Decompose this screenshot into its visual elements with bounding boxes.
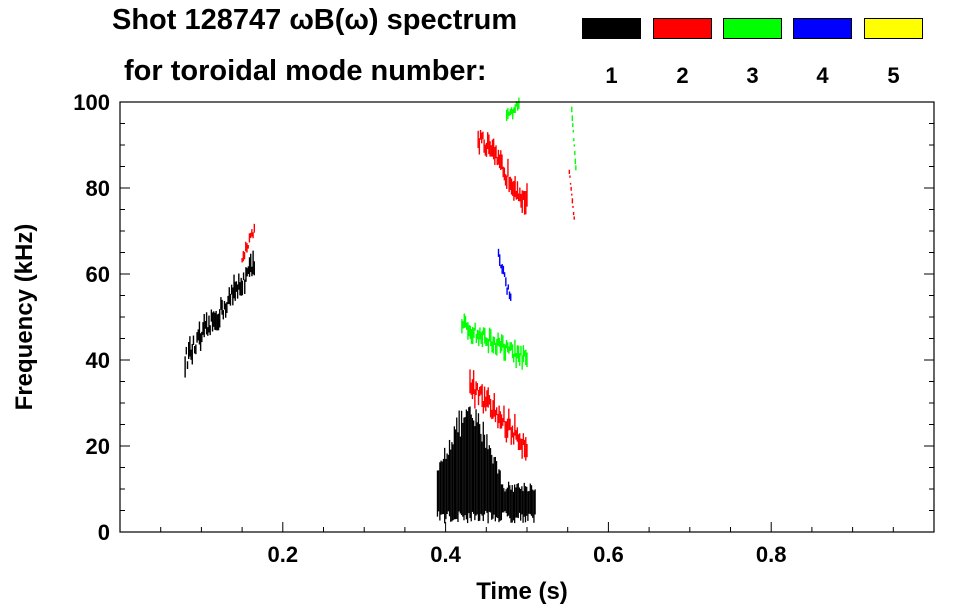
feature-n4-band (497, 248, 512, 301)
plot-frame (119, 101, 935, 533)
y-tick-label: 0 (98, 520, 110, 545)
legend-label-mode-1: 1 (605, 63, 618, 88)
legend-label-mode-2: 2 (676, 63, 689, 88)
x-tick-label: 0.4 (430, 542, 461, 567)
legend-swatch-mode-2 (653, 18, 712, 39)
feature-n2-chirp-low (469, 369, 528, 461)
x-axis: 0.2 0.4 0.6 0.8 (160, 522, 894, 567)
y-tick-label: 100 (73, 90, 110, 115)
y-tick-label: 40 (86, 348, 110, 373)
y-tick-label: 20 (86, 434, 110, 459)
legend-swatch-mode-1 (582, 18, 641, 39)
chart-title: Shot 128747 ωB(ω) spectrum (112, 4, 518, 36)
y-tick-label: 60 (86, 262, 110, 287)
feature-early-chirp-tip (241, 223, 256, 263)
x-tick-label: 0.2 (268, 542, 299, 567)
legend-swatch-mode-3 (723, 18, 782, 39)
feature-late-n2-streak (568, 169, 575, 220)
spectrum-data (184, 97, 577, 524)
legend-swatch-mode-5 (864, 18, 923, 39)
legend-label-mode-4: 4 (816, 63, 829, 88)
y-tick-label: 80 (86, 176, 110, 201)
x-tick-label: 0.8 (756, 542, 787, 567)
y-axis-title: Frequency (kHz) (11, 224, 38, 411)
x-tick-label: 0.6 (593, 542, 624, 567)
legend-label-mode-5: 5 (887, 63, 900, 88)
legend-label-mode-3: 3 (746, 63, 759, 88)
y-axis: 0 20 40 60 80 100 (73, 90, 934, 545)
chart-subtitle: for toroidal mode number: (124, 55, 487, 87)
feature-low-frequency-burst (436, 406, 536, 524)
axes: 0 20 40 60 80 100 0.2 0.4 0.6 0.8 Time (s) Frequenc… (11, 90, 935, 605)
legend-swatch-mode-4 (793, 18, 852, 39)
feature-n3-band (461, 313, 528, 370)
feature-late-n3-streak (571, 106, 577, 171)
feature-n2-chirp-high (477, 129, 528, 215)
x-axis-title: Time (s) (476, 578, 568, 605)
feature-early-chirp (184, 250, 256, 378)
feature-n3-high (505, 97, 520, 121)
